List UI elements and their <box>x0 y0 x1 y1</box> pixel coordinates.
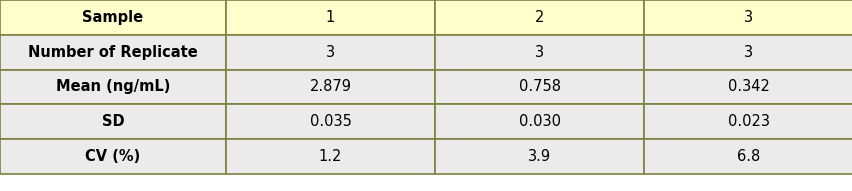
Bar <box>435 35 643 70</box>
Text: 2: 2 <box>534 10 544 25</box>
Text: 3: 3 <box>534 45 544 60</box>
Bar <box>643 70 852 104</box>
Bar <box>0 104 226 139</box>
Bar <box>643 35 852 70</box>
Text: 0.758: 0.758 <box>518 79 560 94</box>
Bar <box>226 104 435 139</box>
Bar <box>226 70 435 104</box>
Text: CV (%): CV (%) <box>85 149 141 164</box>
Bar <box>643 0 852 35</box>
Bar <box>435 139 643 174</box>
Text: Mean (ng/mL): Mean (ng/mL) <box>55 79 170 94</box>
Text: 3.9: 3.9 <box>527 149 550 164</box>
Text: 2.879: 2.879 <box>309 79 351 94</box>
Text: 1.2: 1.2 <box>319 149 342 164</box>
Text: 3: 3 <box>743 10 752 25</box>
Text: Sample: Sample <box>83 10 143 25</box>
Text: 3: 3 <box>325 45 335 60</box>
Text: 3: 3 <box>743 45 752 60</box>
Bar <box>643 104 852 139</box>
Text: 1: 1 <box>325 10 335 25</box>
Text: 0.035: 0.035 <box>309 114 351 129</box>
Bar <box>435 104 643 139</box>
Text: 0.023: 0.023 <box>727 114 769 129</box>
Bar <box>226 35 435 70</box>
Bar <box>0 70 226 104</box>
Bar <box>226 0 435 35</box>
Bar <box>435 0 643 35</box>
Bar <box>0 35 226 70</box>
Text: 6.8: 6.8 <box>736 149 759 164</box>
Bar <box>226 139 435 174</box>
Bar <box>0 0 226 35</box>
Bar <box>643 139 852 174</box>
Text: SD: SD <box>101 114 124 129</box>
Bar <box>0 139 226 174</box>
Text: 0.342: 0.342 <box>727 79 769 94</box>
Bar <box>435 70 643 104</box>
Text: 0.030: 0.030 <box>518 114 560 129</box>
Text: Number of Replicate: Number of Replicate <box>28 45 198 60</box>
